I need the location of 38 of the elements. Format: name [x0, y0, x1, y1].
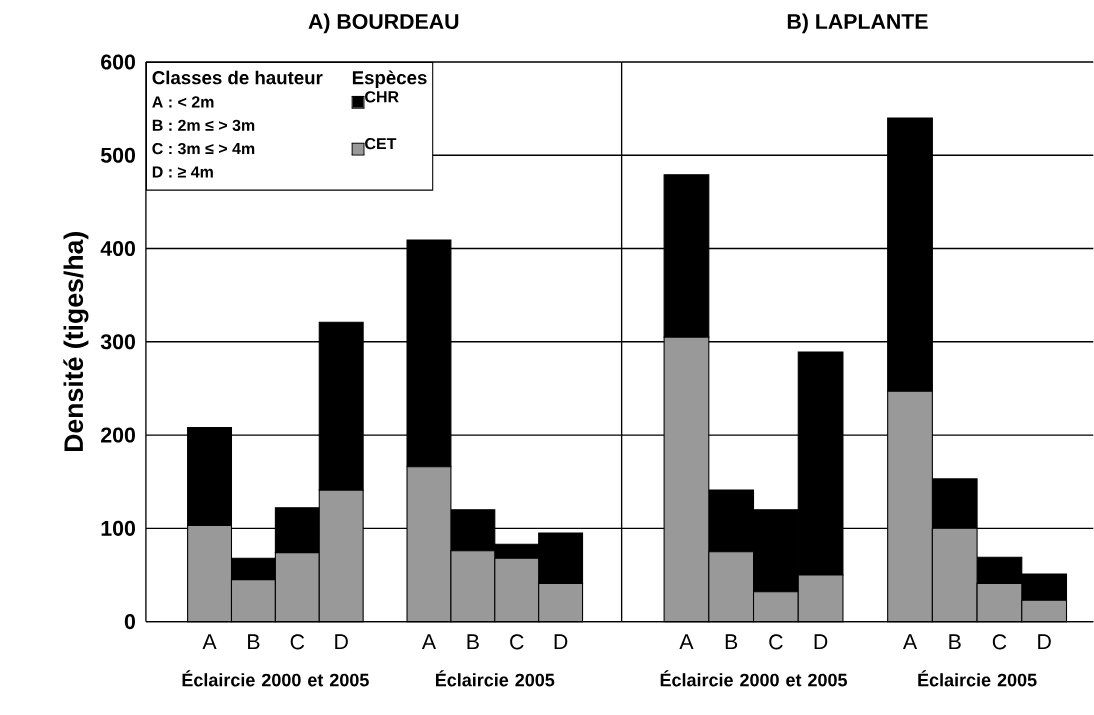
x-tick-label: B: [949, 634, 961, 650]
x-tick-label: C: [769, 634, 783, 650]
y-axis-title: Densité (tiges/ha): [63, 232, 89, 452]
y-tick-label: 400: [100, 241, 135, 257]
x-tick-label: B: [725, 634, 738, 650]
x-tick-label: D: [335, 634, 348, 650]
text: Éclaircie 2005: [918, 670, 1037, 687]
legend-label: CET: [365, 138, 397, 150]
annotation: C : 3m ≤ > 4m: [152, 143, 255, 155]
legend-title: Espèces: [352, 70, 427, 89]
chart-title: A) BOURDEAU: [308, 13, 459, 34]
text: Éclaircie 2000 et 2005: [660, 670, 847, 687]
y-tick-label: 200: [101, 427, 135, 443]
chart-title: B) LAPLANTE: [787, 13, 928, 34]
x-tick-label: B: [248, 634, 260, 650]
text: Éclaircie 2005: [435, 670, 555, 687]
annotation: D : ≥ 4m: [152, 166, 213, 178]
x-tick-label: B: [467, 634, 479, 650]
x-tick-label: D: [554, 634, 568, 650]
annotation: Classes de hauteur: [152, 70, 323, 85]
y-tick-label: 0: [124, 614, 135, 630]
x-tick-label: C: [510, 634, 524, 650]
y-tick-label: 600: [101, 54, 135, 70]
x-tick-label: C: [992, 634, 1007, 650]
x-tick-label: D: [1038, 634, 1051, 650]
y-tick-label: 100: [101, 521, 135, 537]
y-tick-label: 500: [100, 147, 135, 163]
y-tick-label: 300: [100, 334, 135, 350]
legend-label: CHR: [365, 91, 399, 103]
x-tick-label: A: [679, 634, 694, 650]
text: Éclaircie 2000 et 2005: [182, 670, 369, 687]
annotation: A : < 2m: [152, 96, 214, 108]
x-tick-label: A: [421, 634, 437, 650]
x-tick-label: A: [202, 634, 217, 650]
x-tick-label: A: [902, 634, 918, 650]
x-tick-label: C: [290, 634, 305, 650]
x-tick-label: D: [814, 634, 828, 650]
annotation: B : 2m ≤ > 3m: [152, 119, 255, 132]
